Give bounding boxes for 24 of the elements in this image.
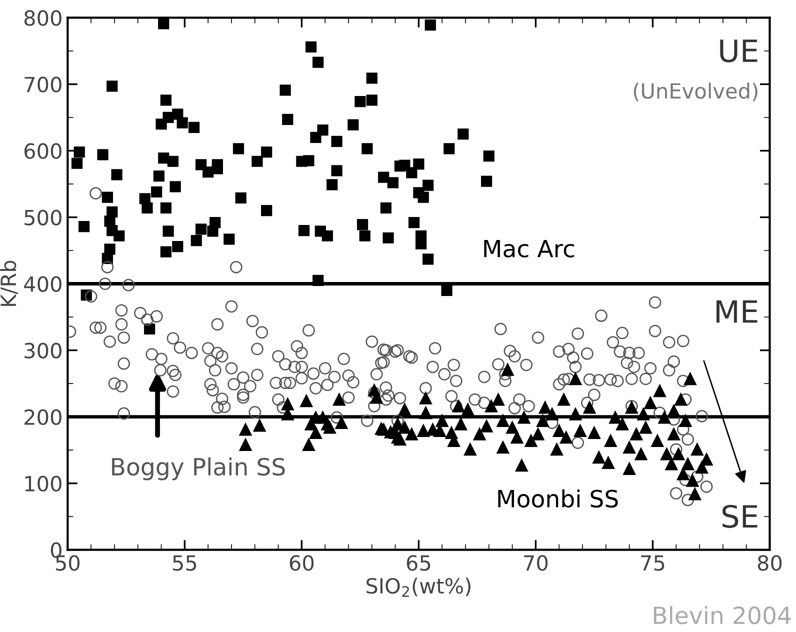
series-label: Boggy Plain SS (112, 457, 285, 480)
x-tick-label: 60 (290, 555, 314, 571)
series-label: Moonbi SS (498, 489, 618, 508)
text: Blevin 2004 (654, 606, 791, 624)
y-tick-label: 500 (24, 210, 62, 226)
x-axis-title: SIO$_{2}$(wt%) (366, 578, 470, 597)
annotation: ME (716, 300, 758, 323)
y-tick-label: 700 (24, 76, 62, 92)
y-tick-label: 600 (24, 143, 62, 159)
y-tick-label: 100 (25, 476, 62, 492)
x-tick-label: 80 (758, 555, 782, 571)
x-tick-label: 55 (173, 555, 196, 571)
annotation: SE (722, 504, 758, 528)
series-label: Mac Arc (484, 240, 574, 258)
x-tick-label: 70 (524, 555, 548, 571)
y-axis-title: K/Rb (0, 260, 18, 306)
x-tick-label: 75 (641, 555, 664, 571)
annotation: (UnEvolved) (634, 82, 758, 102)
y-tick-label: 300 (24, 342, 62, 358)
x-tick-label: 65 (406, 555, 430, 571)
y-tick-label: 200 (24, 409, 62, 426)
annotation: UE (720, 40, 758, 62)
y-tick-label: 400 (24, 276, 62, 292)
y-tick-label: 800 (24, 10, 62, 26)
